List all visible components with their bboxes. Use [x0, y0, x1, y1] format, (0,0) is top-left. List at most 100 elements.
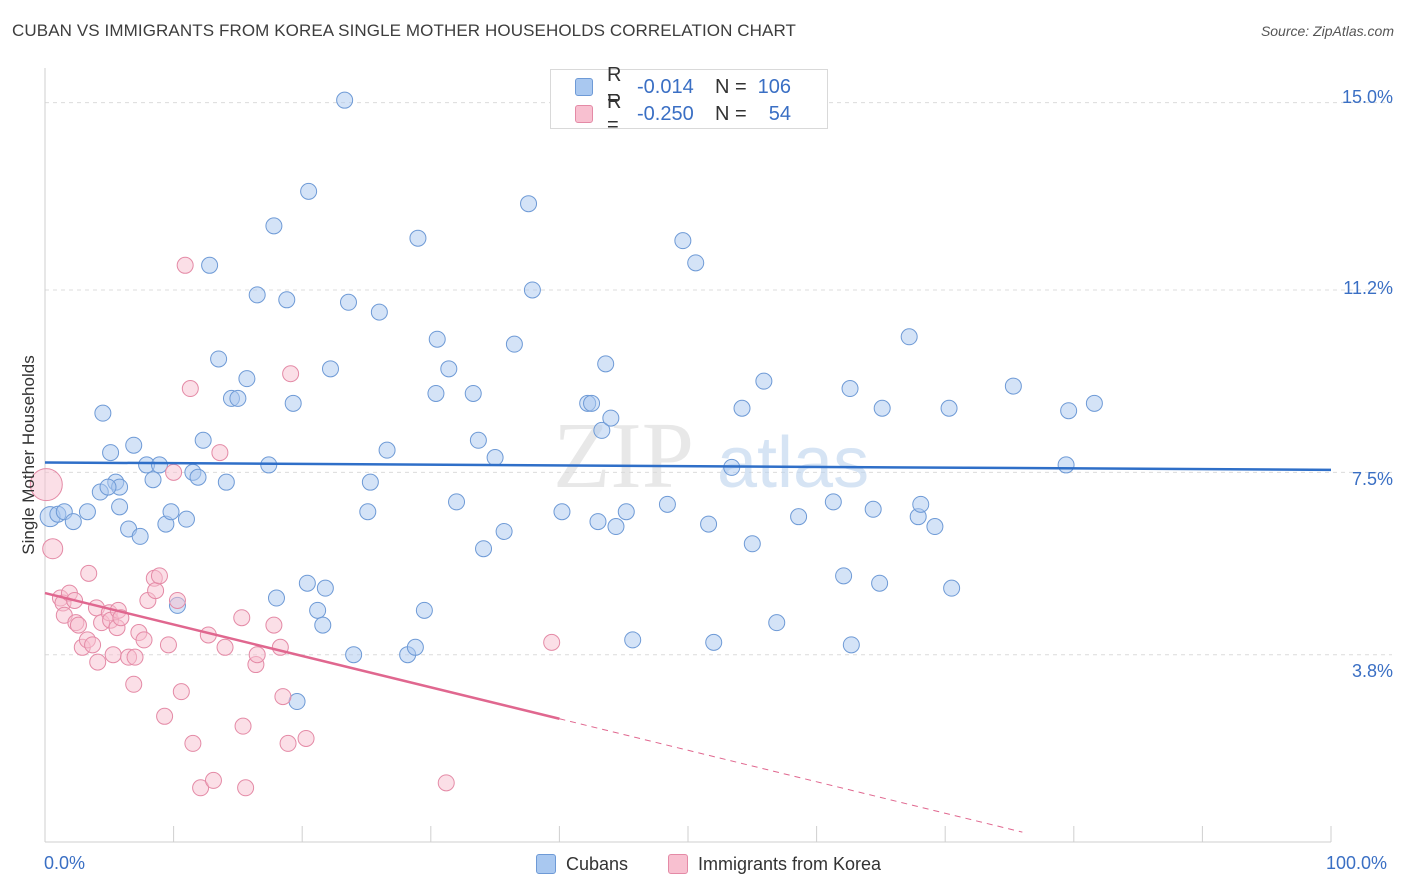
- point-cubans: [464, 384, 482, 402]
- point-korea: [237, 779, 255, 797]
- point-cubans: [94, 404, 112, 422]
- point-cubans: [284, 394, 302, 412]
- point-cubans: [309, 601, 327, 619]
- trend-lines: [44, 461, 1332, 833]
- legend-r-label: R =: [607, 91, 622, 136]
- point-korea: [234, 717, 252, 735]
- point-cubans: [177, 510, 195, 528]
- legend-label-korea: Immigrants from Korea: [698, 853, 882, 874]
- stats-legend: R = -0.014 N = 106 R = -0.250 N = 54: [550, 64, 828, 136]
- point-cubans: [102, 444, 120, 462]
- point-korea: [211, 444, 229, 462]
- point-cubans: [336, 91, 354, 109]
- x-tick-label-min: 0.0%: [44, 853, 86, 873]
- point-korea: [282, 365, 300, 383]
- y-axis-label: Single Mother Households: [19, 355, 38, 555]
- point-korea: [192, 779, 210, 797]
- point-cubans: [131, 527, 149, 545]
- point-cubans: [217, 473, 235, 491]
- point-cubans: [523, 281, 541, 299]
- point-cubans: [520, 195, 538, 213]
- legend-label-cubans: Cubans: [566, 853, 629, 874]
- point-cubans: [359, 503, 377, 521]
- point-cubans: [873, 399, 891, 417]
- point-cubans: [316, 579, 334, 597]
- legend-r-value: -0.014: [637, 75, 694, 98]
- point-cubans: [755, 372, 773, 390]
- point-cubans: [300, 182, 318, 200]
- point-cubans: [841, 380, 859, 398]
- point-cubans: [1085, 394, 1103, 412]
- point-cubans: [553, 503, 571, 521]
- point-korea: [216, 638, 234, 656]
- point-cubans: [607, 518, 625, 536]
- point-cubans: [125, 436, 143, 454]
- point-korea: [543, 633, 561, 651]
- point-cubans: [448, 493, 466, 511]
- legend-n-label: N =: [715, 102, 747, 125]
- point-cubans: [912, 495, 930, 513]
- point-cubans: [201, 256, 219, 274]
- point-cubans: [361, 473, 379, 491]
- point-cubans: [1060, 402, 1078, 420]
- point-cubans: [900, 328, 918, 346]
- bottom-legend-korea[interactable]: Immigrants from Korea: [668, 852, 881, 876]
- x-tick-label-max: 100.0%: [1326, 853, 1388, 873]
- legend-swatch-korea: [575, 105, 593, 123]
- point-korea: [176, 256, 194, 274]
- point-korea: [126, 648, 144, 666]
- point-cubans: [298, 574, 316, 592]
- point-korea: [184, 734, 202, 752]
- point-korea: [150, 567, 168, 585]
- point-cubans: [427, 384, 445, 402]
- legend-swatch-cubans: [575, 78, 593, 96]
- legend-n-label: N =: [715, 75, 747, 98]
- point-cubans: [210, 350, 228, 368]
- point-korea: [84, 636, 102, 654]
- point-cubans: [314, 616, 332, 634]
- point-korea: [181, 380, 199, 398]
- point-cubans: [370, 303, 388, 321]
- trend-line-cubans: [44, 461, 1332, 472]
- point-cubans: [864, 500, 882, 518]
- point-cubans: [871, 574, 889, 592]
- point-korea: [437, 774, 455, 792]
- point-cubans: [378, 441, 396, 459]
- y-tick-label: 3.8%: [1351, 661, 1393, 681]
- point-cubans: [505, 335, 523, 353]
- point-cubans: [597, 355, 615, 373]
- point-cubans: [162, 503, 180, 521]
- y-tick-label: 11.2%: [1343, 278, 1393, 298]
- point-korea: [125, 675, 143, 693]
- point-cubans: [278, 291, 296, 309]
- point-cubans: [415, 601, 433, 619]
- legend-row-cubans: R = -0.014 N = 106: [575, 64, 791, 109]
- point-korea: [204, 771, 222, 789]
- point-cubans: [593, 421, 611, 439]
- point-cubans: [265, 217, 283, 235]
- point-cubans: [743, 535, 761, 553]
- point-cubans: [700, 515, 718, 533]
- point-korea: [168, 591, 186, 609]
- point-cubans: [583, 394, 601, 412]
- point-cubans: [733, 399, 751, 417]
- point-cubans: [150, 456, 168, 474]
- point-korea: [159, 636, 177, 654]
- bottom-legend-cubans[interactable]: Cubans: [536, 852, 628, 876]
- y-tick-label: 7.5%: [1351, 469, 1393, 489]
- point-korea: [29, 468, 63, 502]
- point-cubans: [194, 431, 212, 449]
- point-cubans: [617, 503, 635, 521]
- point-korea: [233, 609, 251, 627]
- point-cubans: [144, 471, 162, 489]
- legend-r-label: R =: [607, 64, 622, 109]
- point-cubans: [658, 495, 676, 513]
- point-cubans: [495, 522, 513, 540]
- point-cubans: [790, 508, 808, 526]
- point-cubans: [267, 589, 285, 607]
- trend-line-korea-extension: [559, 718, 1023, 833]
- point-cubans: [321, 360, 339, 378]
- trend-line-korea: [44, 591, 560, 720]
- point-korea: [156, 707, 174, 725]
- point-korea: [297, 729, 315, 747]
